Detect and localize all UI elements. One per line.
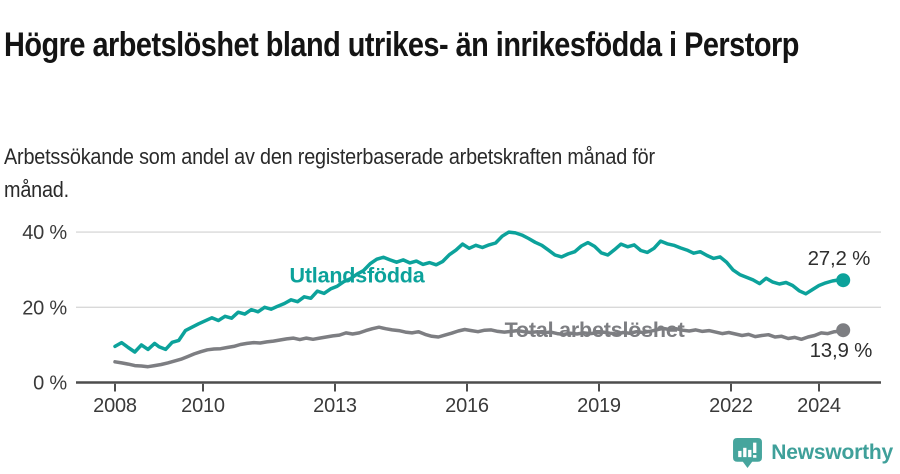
y-axis-label-0pct: 0 % [33,373,67,395]
series-line-utlandsfodda [113,230,845,354]
brand-footer: Newsworthy [733,437,893,469]
end-value-label-total-arbetsloshet: 13,9 % [810,339,873,362]
x-axis-label-2019: 2019 [577,395,621,417]
end-value-label-utlandsfodda: 27,2 % [808,247,871,270]
x-axis-label-2010: 2010 [181,395,225,417]
series-label-utlandsfodda: Utlandsfödda [290,264,426,288]
series-line-total-arbetsloshet [113,325,845,369]
x-axis-label-2016: 2016 [445,395,489,417]
page-subtitle: Arbetssökande som andel av den registerb… [4,144,655,202]
y-axis-label-20pct: 20 % [22,297,67,319]
brand-name: Newsworthy [771,441,893,464]
page-title: Högre arbetslöshet bland utrikes- än inr… [4,25,799,64]
x-axis-label-2008: 2008 [93,395,137,417]
series-end-dot-utlandsfodda [836,273,851,288]
x-axis-label-2024: 2024 [797,395,841,417]
series-label-total-arbetsloshet: Total arbetslöshet [505,318,685,342]
y-axis-label-40pct: 40 % [22,222,67,244]
series-end-dot-total-arbetsloshet [836,323,851,338]
newsworthy-logo-icon [733,437,763,469]
x-axis-label-2013: 2013 [313,395,357,417]
x-axis-label-2022: 2022 [709,395,753,417]
